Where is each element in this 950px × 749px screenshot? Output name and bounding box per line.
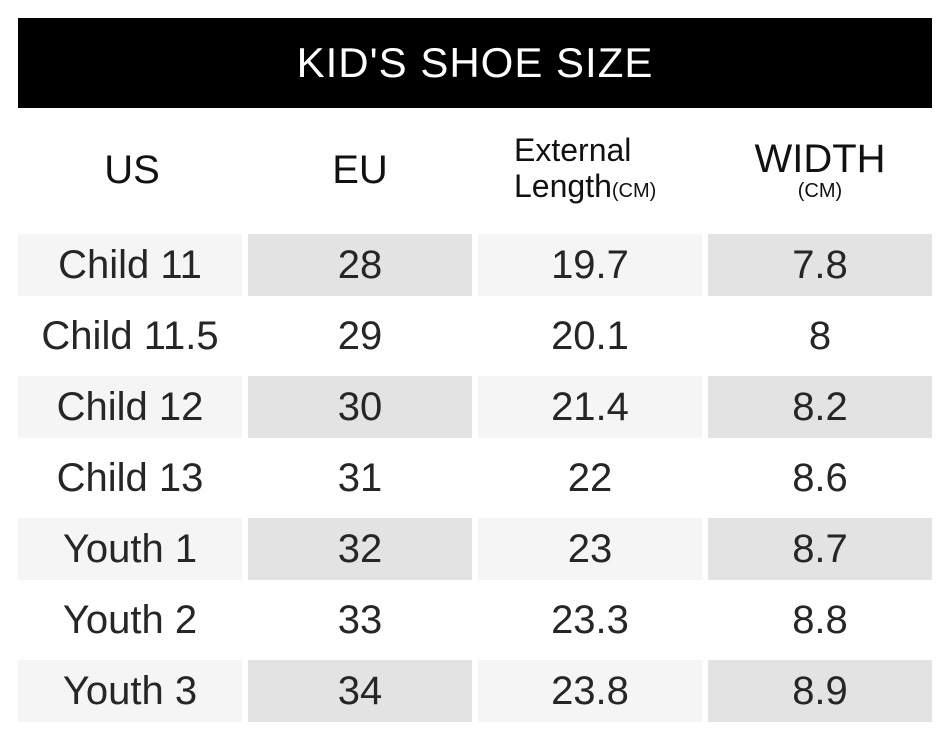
table-cell-eu: 32 xyxy=(248,518,472,580)
header-eu: EU xyxy=(248,120,472,220)
table-cell-width: 7.8 xyxy=(708,234,932,296)
table-cell-width: 8.2 xyxy=(708,376,932,438)
table-cell-external-length: 20.1 xyxy=(478,305,702,367)
table-cell-width: 8.9 xyxy=(708,660,932,722)
table-cell-eu: 28 xyxy=(248,234,472,296)
table-cell-us: Youth 1 xyxy=(18,518,242,580)
table-cell-eu: 33 xyxy=(248,589,472,651)
header-us-label: US xyxy=(104,147,160,192)
table-cell-external-length: 23.8 xyxy=(478,660,702,722)
table-cell-external-length: 22 xyxy=(478,447,702,509)
table-cell-external-length: 21.4 xyxy=(478,376,702,438)
table-cell-us: Youth 2 xyxy=(18,589,242,651)
table-cell-width: 8.6 xyxy=(708,447,932,509)
table-cell-eu: 30 xyxy=(248,376,472,438)
header-external-line1: External xyxy=(514,131,632,168)
table-cell-us: Child 11.5 xyxy=(18,305,242,367)
header-external-line2: Length xyxy=(514,167,612,204)
title-bar: KID'S SHOE SIZE xyxy=(18,18,932,108)
header-external-length: External Length(CM) xyxy=(478,120,702,220)
table-cell-external-length: 23.3 xyxy=(478,589,702,651)
table-cell-us: Child 11 xyxy=(18,234,242,296)
table-cell-external-length: 19.7 xyxy=(478,234,702,296)
header-row: US EU External Length(CM) WIDTH (CM) xyxy=(18,120,932,220)
table-cell-external-length: 23 xyxy=(478,518,702,580)
table-cell-eu: 31 xyxy=(248,447,472,509)
table-cell-eu: 34 xyxy=(248,660,472,722)
header-width: WIDTH (CM) xyxy=(708,120,932,220)
header-width-unit: (CM) xyxy=(797,180,843,202)
header-width-label: WIDTH xyxy=(754,137,886,181)
header-us: US xyxy=(18,120,246,220)
table-cell-us: Child 12 xyxy=(18,376,242,438)
table-cell-us: Youth 3 xyxy=(18,660,242,722)
header-external-unit: (CM) xyxy=(611,179,657,202)
header-external-length-text: External Length(CM) xyxy=(514,132,656,209)
table-cell-width: 8.7 xyxy=(708,518,932,580)
table-cell-us: Child 13 xyxy=(18,447,242,509)
header-eu-label: EU xyxy=(332,147,388,192)
table-cell-width: 8 xyxy=(708,305,932,367)
header-width-text: WIDTH (CM) xyxy=(754,139,885,201)
page-title: KID'S SHOE SIZE xyxy=(296,39,654,86)
table-cell-eu: 29 xyxy=(248,305,472,367)
table-cell-width: 8.8 xyxy=(708,589,932,651)
